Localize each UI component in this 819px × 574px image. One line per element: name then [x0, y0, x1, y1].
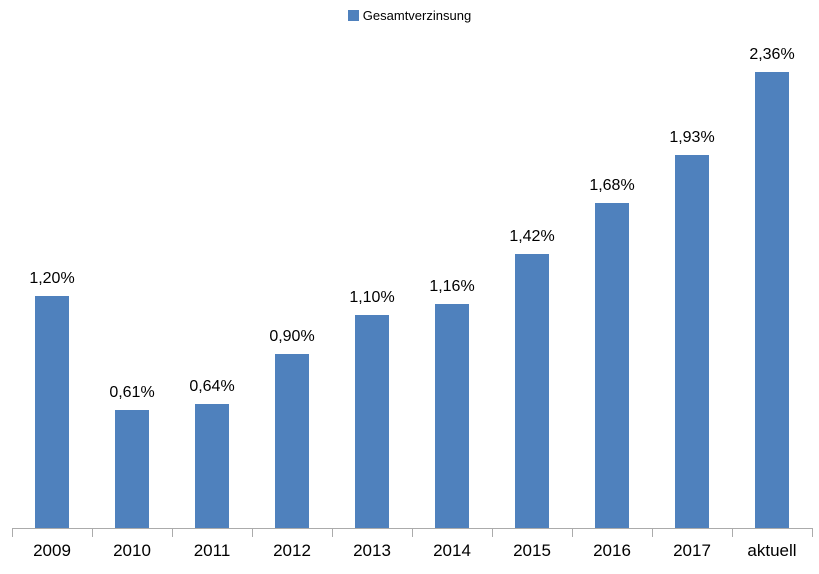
category-label-2010: 2010 [113, 541, 151, 560]
x-axis-tick [572, 529, 573, 537]
bar-2009 [35, 296, 69, 528]
x-axis-tick [252, 529, 253, 537]
data-label-2009: 1,20% [29, 270, 75, 287]
x-axis-tick [412, 529, 413, 537]
category-label-2017: 2017 [673, 541, 711, 560]
x-axis-tick [812, 529, 813, 537]
category-label-2009: 2009 [33, 541, 71, 560]
data-label-2016: 1,68% [589, 177, 635, 194]
bar-2014 [435, 304, 469, 528]
category-label-2015: 2015 [513, 541, 551, 560]
x-axis-tick [12, 529, 13, 537]
legend: Gesamtverzinsung [0, 8, 819, 23]
bar-2017 [675, 155, 709, 528]
data-label-2015: 1,42% [509, 228, 555, 245]
data-label-aktuell: 2,36% [749, 46, 795, 63]
data-label-2012: 0,90% [269, 328, 315, 345]
x-axis-line [12, 528, 813, 529]
data-label-2011: 0,64% [189, 378, 235, 395]
x-axis-tick [332, 529, 333, 537]
bar-2015 [515, 254, 549, 528]
data-label-2014: 1,16% [429, 278, 475, 295]
legend-label: Gesamtverzinsung [362, 8, 472, 23]
bar-2013 [355, 315, 389, 528]
x-axis-tick [652, 529, 653, 537]
category-label-2016: 2016 [593, 541, 631, 560]
data-label-2010: 0,61% [109, 384, 155, 401]
data-label-2017: 1,93% [669, 129, 715, 146]
category-label-2011: 2011 [193, 541, 231, 560]
x-axis-tick [172, 529, 173, 537]
bar-2016 [595, 203, 629, 528]
legend-swatch-icon [347, 10, 359, 21]
category-label-2013: 2013 [353, 541, 391, 560]
bar-2012 [275, 354, 309, 528]
category-label-2014: 2014 [433, 541, 471, 560]
category-label-aktuell: aktuell [747, 541, 797, 560]
bar-2010 [115, 410, 149, 528]
x-axis-tick [732, 529, 733, 537]
bar-2011 [195, 404, 229, 528]
x-axis-tick [92, 529, 93, 537]
bar-aktuell [755, 72, 789, 528]
category-label-2012: 2012 [273, 541, 311, 560]
data-label-2013: 1,10% [349, 289, 395, 306]
x-axis-tick [492, 529, 493, 537]
